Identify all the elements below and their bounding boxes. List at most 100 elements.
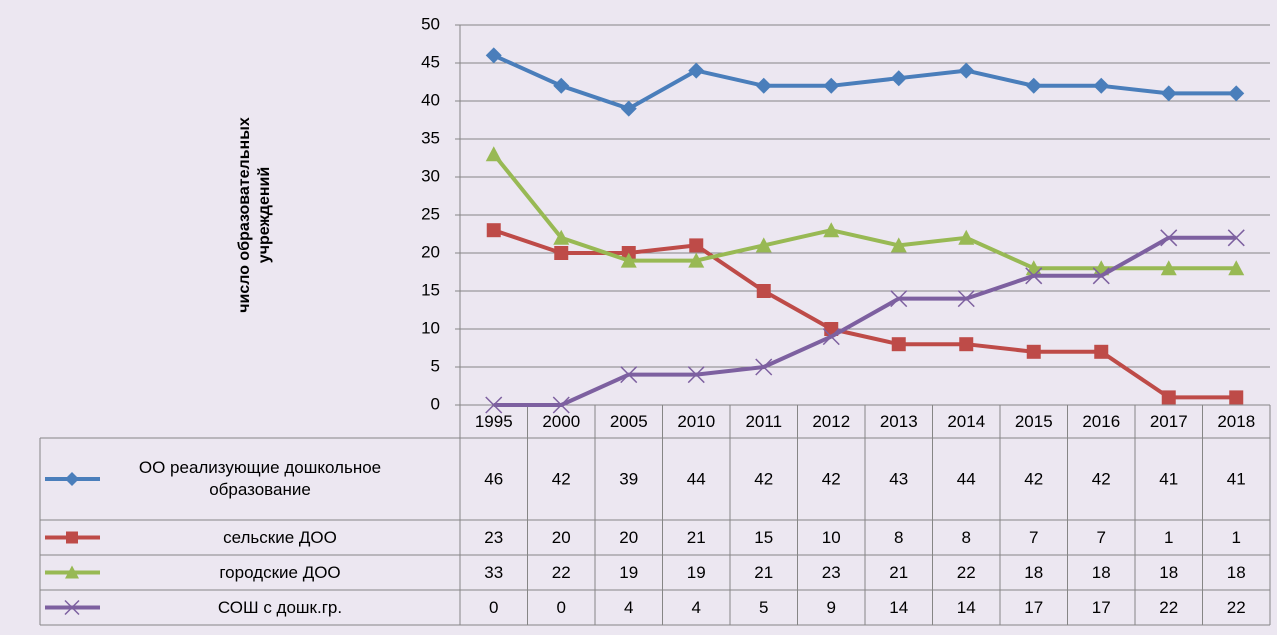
marker [959, 337, 974, 352]
marker [1229, 390, 1244, 405]
table-value: 14 [957, 598, 976, 617]
table-value: 4 [692, 598, 701, 617]
x-tick-label: 2010 [677, 412, 715, 431]
series-line [493, 235, 1237, 407]
marker [1025, 267, 1043, 285]
marker [1094, 344, 1109, 359]
marker [65, 565, 79, 579]
marker [552, 396, 570, 414]
table-value: 8 [962, 528, 971, 547]
y-tick-label: 45 [421, 52, 440, 71]
marker [755, 358, 773, 376]
table-value: 21 [754, 563, 773, 582]
table-value: 7 [1097, 528, 1106, 547]
table-value: 22 [552, 563, 571, 582]
table-value: 46 [484, 469, 503, 488]
series-line [493, 228, 1237, 400]
y-tick-label: 50 [421, 14, 440, 33]
marker [957, 290, 975, 308]
table-value: 33 [484, 563, 503, 582]
marker [1227, 229, 1245, 247]
x-tick-label: 2012 [812, 412, 850, 431]
marker [958, 62, 975, 79]
table-value: 21 [687, 528, 706, 547]
table-value: 18 [1092, 563, 1111, 582]
marker [755, 237, 772, 253]
table-value: 20 [619, 528, 638, 547]
marker [620, 366, 638, 384]
table-value: 22 [1159, 598, 1178, 617]
marker [485, 47, 502, 64]
table-value: 1 [1232, 528, 1241, 547]
table-value: 19 [687, 563, 706, 582]
table-value: 18 [1024, 563, 1043, 582]
table-value: 43 [889, 469, 908, 488]
x-tick-label: 2013 [880, 412, 918, 431]
table-value: 10 [822, 528, 841, 547]
table-value: 22 [957, 563, 976, 582]
table-value: 20 [552, 528, 571, 547]
marker [1160, 260, 1177, 276]
marker [1093, 77, 1110, 94]
legend-label: городские ДОО [219, 562, 341, 582]
marker [822, 328, 840, 346]
marker [890, 70, 907, 87]
table-value: 42 [552, 469, 571, 488]
marker [554, 246, 569, 260]
legend-label: сельские ДОО [223, 527, 337, 547]
table-value: 17 [1092, 598, 1111, 617]
table-value: 9 [827, 598, 836, 617]
x-tick-label: 2005 [610, 412, 648, 431]
marker [1161, 390, 1176, 405]
legend-cell: сельские ДОО [223, 527, 337, 547]
table-value: 23 [484, 528, 503, 547]
legend-cell: ОО реализующие дошкольное образование [138, 458, 382, 499]
table-value: 0 [489, 598, 498, 617]
x-tick-label: 2016 [1082, 412, 1120, 431]
table-value: 5 [759, 598, 768, 617]
marker [823, 77, 840, 94]
table-value: 15 [754, 528, 773, 547]
marker [620, 100, 637, 117]
table-value: 14 [889, 598, 908, 617]
table-value: 41 [1159, 469, 1178, 488]
marker [64, 599, 80, 616]
y-tick-label: 30 [421, 166, 440, 185]
table-value: 8 [894, 528, 903, 547]
marker [1228, 260, 1245, 276]
marker [1160, 85, 1177, 102]
marker [958, 229, 975, 245]
series-line [492, 53, 1237, 111]
y-tick-label: 40 [421, 90, 440, 109]
marker [755, 77, 772, 94]
marker [1026, 344, 1041, 359]
legend-cell: СОШ с дошк.гр. [218, 598, 342, 617]
marker [1160, 229, 1178, 247]
marker [823, 222, 840, 238]
x-tick-label: 2000 [542, 412, 580, 431]
table-value: 44 [957, 469, 976, 488]
table-value: 23 [822, 563, 841, 582]
table-value: 18 [1227, 563, 1246, 582]
y-tick-label: 10 [421, 318, 440, 337]
table-value: 18 [1159, 563, 1178, 582]
marker [756, 284, 771, 298]
x-tick-label: 2015 [1015, 412, 1053, 431]
table-value: 42 [754, 469, 773, 488]
table-value: 1 [1164, 528, 1173, 547]
legend-label: ОО реализующие дошкольное образование [138, 458, 382, 499]
legend-cell: городские ДОО [219, 562, 341, 582]
table-value: 39 [619, 469, 638, 488]
marker [1092, 267, 1110, 285]
table-value: 21 [889, 563, 908, 582]
table-value: 22 [1227, 598, 1246, 617]
x-tick-label: 2018 [1217, 412, 1255, 431]
marker [1228, 85, 1245, 102]
y-tick-label: 25 [421, 204, 440, 223]
table-value: 44 [687, 469, 706, 488]
marker [66, 531, 78, 544]
y-tick-label: 5 [431, 356, 440, 375]
marker [890, 290, 908, 308]
